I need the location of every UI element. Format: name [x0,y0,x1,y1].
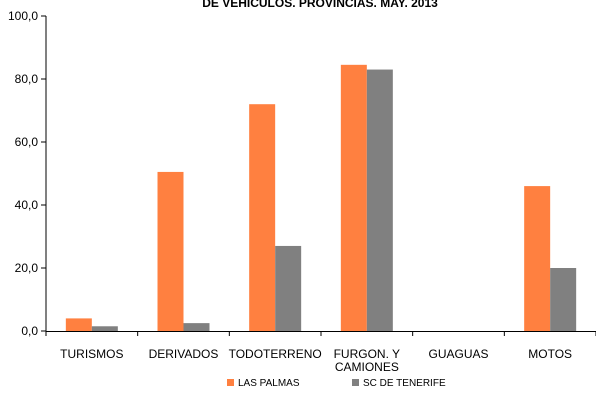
x-category-label: GUAGUAS [428,347,488,361]
legend-swatch [352,379,359,386]
legend-label: LAS PALMAS [238,378,300,389]
bar-sc-de-tenerife [275,245,302,331]
bar-las-palmas [340,64,367,331]
y-tick-labels: 0,0 20,0 40,0 60,0 80,0 100,0 [8,9,38,338]
bar-sc-de-tenerife [366,69,393,332]
bar-sc-de-tenerife [91,326,118,331]
y-tick-label: 80,0 [15,72,39,86]
legend: LAS PALMAS SC DE TENERIFE [227,378,446,389]
chart-title: DE VEHÍCULOS. PROVINCIAS. MAY. 2013 [202,0,438,10]
axes [41,15,596,336]
y-tick-label: 60,0 [15,135,39,149]
x-category-label: TODOTERRENO [229,347,322,361]
bar-las-palmas [65,318,92,331]
legend-label: SC DE TENERIFE [363,378,446,389]
x-category-label: MOTOS [528,347,572,361]
bar-las-palmas [249,104,276,331]
y-tick-label: 0,0 [21,324,38,338]
x-category-label: CAMIONES [335,360,399,374]
y-tick-label: 40,0 [15,198,39,212]
x-category-labels: TURISMOS DERIVADOS TODOTERRENO FURGON. YCAM… [60,347,572,374]
bar-sc-de-tenerife [550,268,577,331]
x-category-label: FURGON. Y [334,347,400,361]
x-category-label: DERIVADOS [149,347,219,361]
bar-sc-de-tenerife [183,323,210,331]
bar-las-palmas [157,171,184,331]
legend-swatch [227,379,234,386]
y-tick-label: 100,0 [8,9,38,23]
bars [65,64,577,332]
bar-las-palmas [524,186,551,331]
x-category-label: TURISMOS [60,347,123,361]
y-tick-label: 20,0 [15,261,39,275]
